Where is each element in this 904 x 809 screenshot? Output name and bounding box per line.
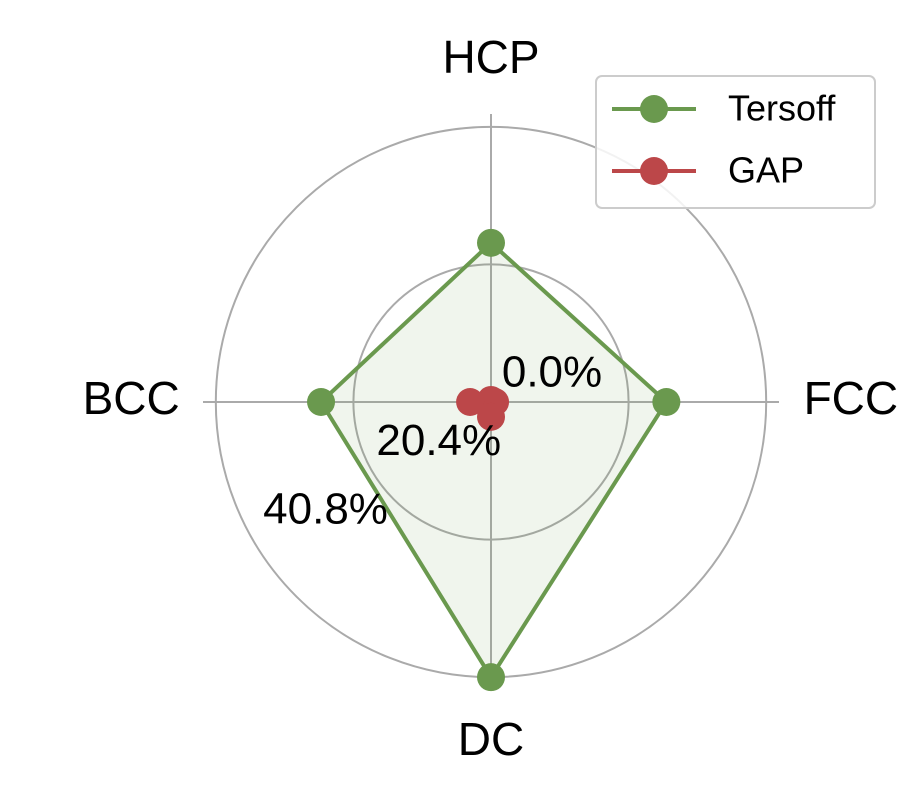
r-tick-label: 0.0% [502, 348, 602, 397]
series-area [321, 242, 667, 678]
legend-marker [640, 95, 668, 123]
series-point [477, 402, 505, 431]
series-point [307, 388, 336, 416]
legend-marker [640, 157, 668, 185]
r-tick-label: 40.8% [263, 484, 388, 533]
series-point [477, 228, 505, 257]
r-tick-label: 20.4% [376, 416, 501, 465]
series-point [456, 388, 485, 416]
series-point [652, 388, 681, 416]
category-label: DC [458, 713, 524, 765]
legend-label: GAP [728, 150, 804, 191]
category-label: BCC [83, 372, 180, 424]
category-label: HCP [442, 31, 539, 83]
legend: Tersoff GAP [595, 75, 876, 209]
legend-label: Tersoff [728, 88, 836, 129]
series-point [477, 663, 505, 692]
category-label: FCC [804, 372, 899, 424]
